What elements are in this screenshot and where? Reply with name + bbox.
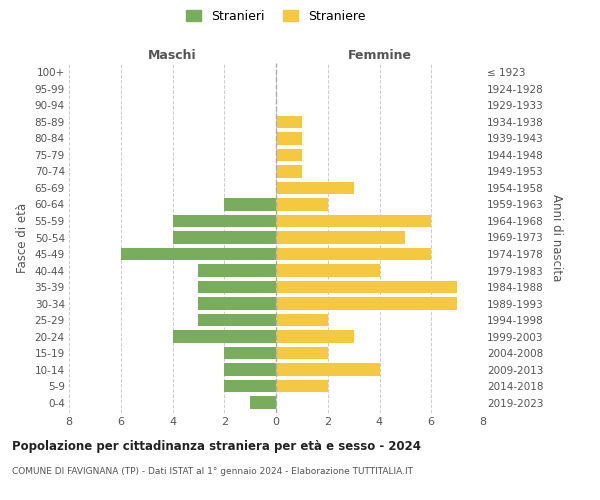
Legend: Stranieri, Straniere: Stranieri, Straniere [182, 6, 370, 26]
Text: COMUNE DI FAVIGNANA (TP) - Dati ISTAT al 1° gennaio 2024 - Elaborazione TUTTITAL: COMUNE DI FAVIGNANA (TP) - Dati ISTAT al… [12, 468, 413, 476]
Bar [276, 198, 328, 210]
Bar [199, 281, 276, 293]
Bar [276, 182, 353, 194]
Bar [199, 314, 276, 326]
Bar [276, 298, 457, 310]
Y-axis label: Anni di nascita: Anni di nascita [550, 194, 563, 281]
Bar [173, 215, 276, 227]
Bar [276, 347, 328, 360]
Bar [276, 132, 302, 144]
Text: Femmine: Femmine [347, 48, 412, 62]
Bar [224, 347, 276, 360]
Bar [224, 364, 276, 376]
Bar [250, 396, 276, 409]
Bar [276, 166, 302, 177]
Bar [276, 116, 302, 128]
Bar [276, 314, 328, 326]
Bar [224, 380, 276, 392]
Bar [276, 330, 353, 342]
Bar [224, 198, 276, 210]
Bar [276, 149, 302, 161]
Bar [121, 248, 276, 260]
Bar [276, 380, 328, 392]
Bar [173, 330, 276, 342]
Text: Popolazione per cittadinanza straniera per età e sesso - 2024: Popolazione per cittadinanza straniera p… [12, 440, 421, 453]
Bar [276, 232, 406, 243]
Bar [276, 248, 431, 260]
Bar [173, 232, 276, 243]
Bar [276, 215, 431, 227]
Bar [199, 298, 276, 310]
Y-axis label: Fasce di età: Fasce di età [16, 202, 29, 272]
Bar [199, 264, 276, 276]
Bar [276, 264, 380, 276]
Bar [276, 281, 457, 293]
Text: Maschi: Maschi [148, 48, 197, 62]
Bar [276, 364, 380, 376]
